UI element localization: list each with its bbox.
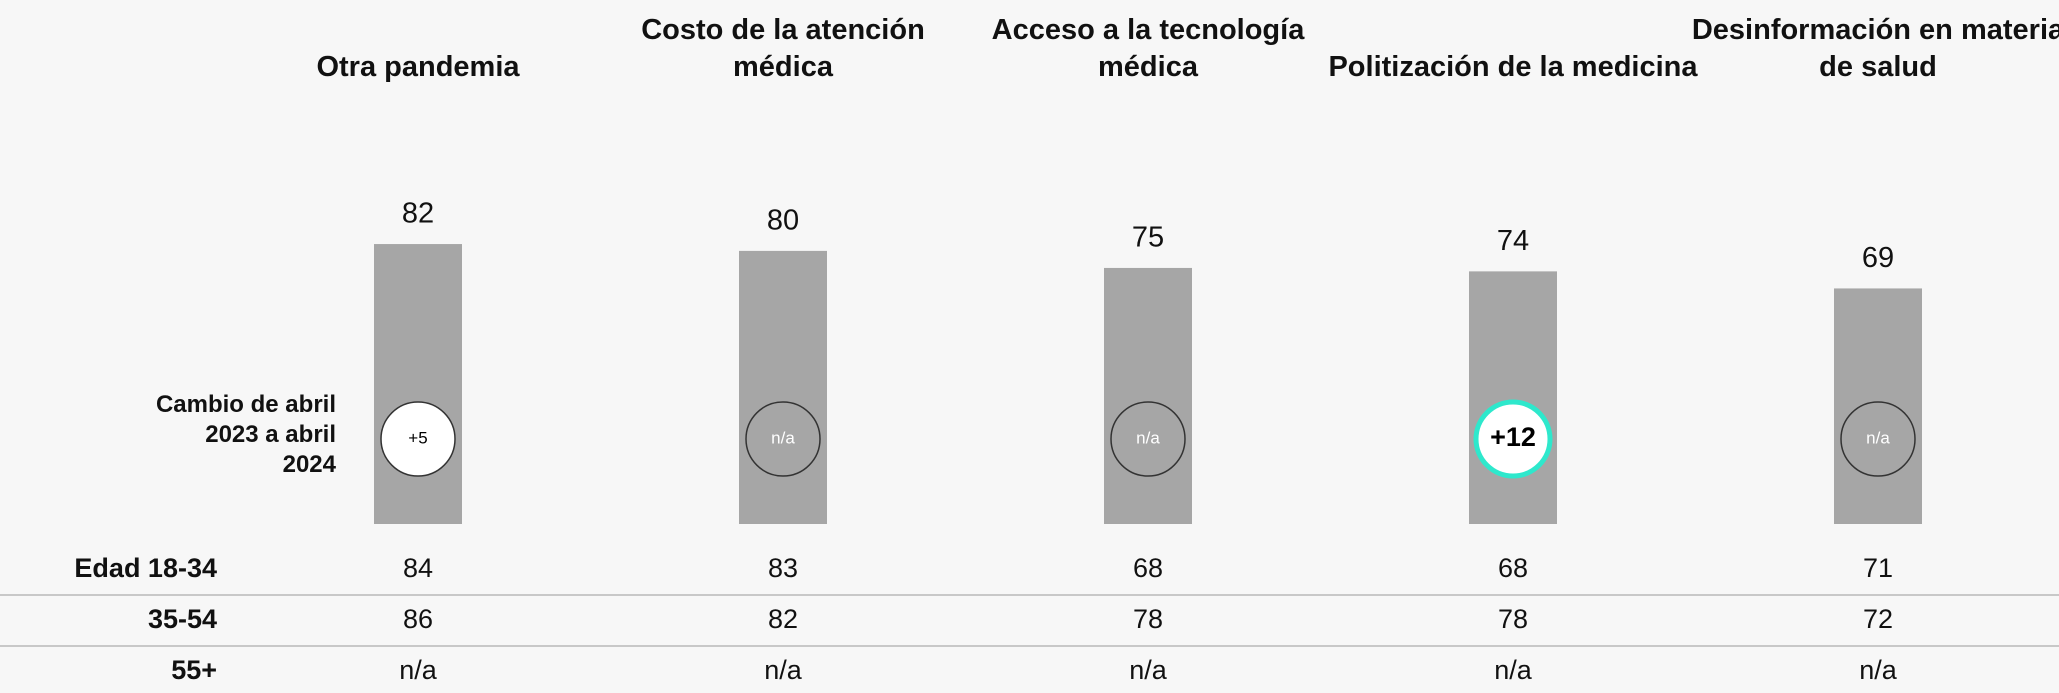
column-title: Desinformación en materia de salud [1691,14,2059,83]
change-badge [1840,401,1916,477]
bar [374,244,462,524]
column-title: Otra pandemia [316,51,520,83]
table-cell: 78 [1498,604,1528,634]
value-label: 75 [1132,222,1164,254]
table-cell: 78 [1133,604,1163,634]
table-cell: n/a [1859,655,1898,685]
change-badge [745,401,821,477]
table-cell: 68 [1133,553,1163,583]
table-cell: 82 [768,604,798,634]
change-value: +12 [1490,422,1536,452]
table-cell: 83 [768,553,798,583]
table-cell: 71 [1863,553,1893,583]
table-cell: n/a [399,655,438,685]
change-badge [1110,401,1186,477]
change-value: n/a [1866,428,1890,447]
bar [1104,267,1192,524]
bar [739,250,827,524]
table-cell: n/a [1494,655,1533,685]
value-label: 80 [767,205,799,237]
table-cell: 72 [1863,604,1893,634]
row-label: Edad 18-34 [74,553,217,583]
change-badge [380,401,456,477]
table-cell: 68 [1498,553,1528,583]
change-value: n/a [771,428,795,447]
table-cell: n/a [1129,655,1168,685]
bar [1469,271,1557,524]
column-title: Politización de la medicina [1328,51,1698,83]
row-label: 55+ [171,655,217,685]
value-label: 74 [1497,225,1529,257]
row-label: 35-54 [148,604,217,634]
table-cell: 84 [403,553,433,583]
table-cell: 86 [403,604,433,634]
change-badge [1473,399,1553,479]
table-cell: n/a [764,655,803,685]
change-value: n/a [1136,428,1160,447]
change-value: +5 [408,428,427,447]
value-label: 69 [1862,242,1894,274]
value-label: 82 [402,198,434,230]
column-title: Costo de la atención médica [641,14,925,83]
column-title: Acceso a la tecnología médica [991,14,1305,83]
change-label: Cambio de abril 2023 a abril 2024 [155,391,336,478]
